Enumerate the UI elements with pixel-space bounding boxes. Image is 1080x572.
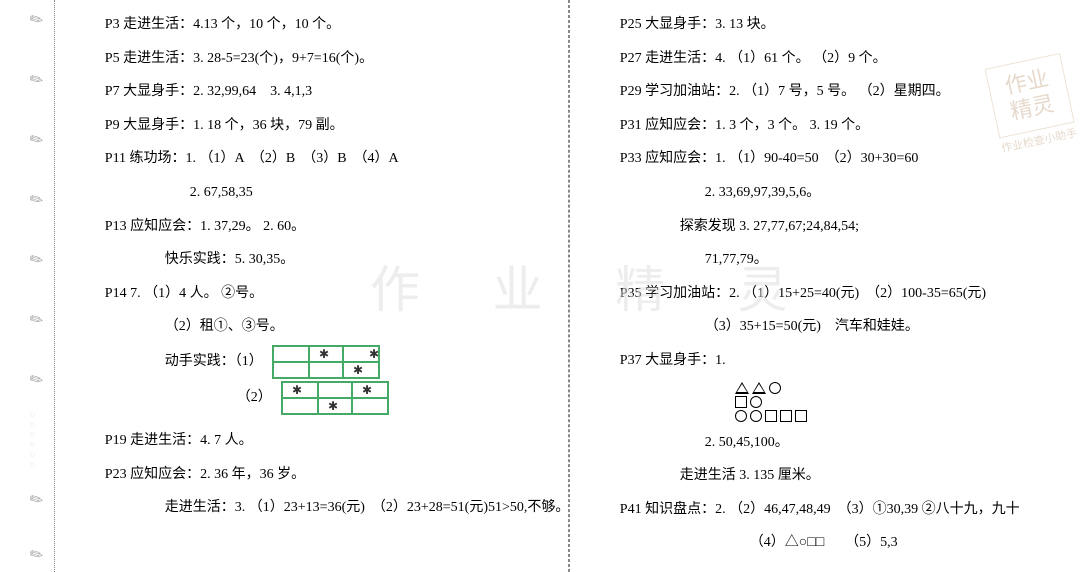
- left-margin-decoration: ✎ ✎ ✎ ✎ ✎ ✎ ✎ ◌ ◌ ◌ ◌ ◌ ◌ ✎ ✎: [0, 0, 55, 572]
- pencil-icon: ✎: [26, 188, 48, 212]
- square-icon: [765, 410, 777, 422]
- practice-row-1: 动手实践：（1） ✱ ✱ ✱: [105, 344, 548, 380]
- answer-line: P13 应知应会：1. 37,29。 2. 60。: [105, 210, 548, 244]
- answer-line: P11 练功场：1. （1）A （2）B （3）B （4）A: [105, 142, 548, 176]
- circle-icon: [750, 410, 762, 422]
- triangle-icon: [752, 382, 766, 394]
- answer-line: P25 大显身手：3. 13 块。: [620, 8, 1060, 42]
- answer-line: P7 大显身手：2. 32,99,64 3. 4,1,3: [105, 75, 548, 109]
- pencil-icon: ✎: [26, 248, 48, 272]
- svg-text:✱: ✱: [328, 399, 338, 413]
- answer-line: P3 走进生活：4.13 个，10 个，10 个。: [105, 8, 548, 42]
- svg-text:✱: ✱: [362, 383, 372, 397]
- answer-line: P19 走进生活：4. 7 人。: [105, 424, 548, 458]
- stamp-main-text: 作业精灵: [985, 53, 1075, 138]
- answer-line: P35 学习加油站：2. （1）15+25=40(元) （2）100-35=65…: [620, 277, 1060, 311]
- circle-icon: [735, 410, 747, 422]
- practice-label: 动手实践：（1）: [165, 345, 263, 379]
- answer-line: 走进生活：3. （1）23+13=36(元) （2）23+28=51(元)51>…: [105, 491, 548, 525]
- circle-icon: [750, 396, 762, 408]
- matchstick-figure-icon: ✱ ✱ ✱: [271, 344, 381, 380]
- answer-line: P23 应知应会：2. 36 年，36 岁。: [105, 458, 548, 492]
- answer-line: 71,77,79。: [620, 243, 1060, 277]
- answer-line: P14 7. （1）4 人。 ②号。: [105, 277, 548, 311]
- practice-label: （2）: [237, 381, 272, 415]
- answer-line: 2. 67,58,35: [105, 176, 548, 210]
- ring-icon: ◌: [30, 460, 35, 469]
- svg-text:✱: ✱: [353, 363, 363, 377]
- answer-line: P5 走进生活：3. 28-5=23(个)，9+7=16(个)。: [105, 42, 548, 76]
- answer-line: P37 大显身手：1.: [620, 344, 1060, 378]
- pencil-icon: ✎: [26, 68, 48, 92]
- answer-line: 探索发现 3. 27,77,67;24,84,54;: [620, 210, 1060, 244]
- left-column: P3 走进生活：4.13 个，10 个，10 个。 P5 走进生活：3. 28-…: [55, 0, 568, 572]
- ring-icon: ◌: [30, 420, 35, 429]
- pencil-icon: ✎: [26, 543, 48, 567]
- shape-row: [735, 410, 1060, 422]
- pencil-icon: ✎: [26, 368, 48, 392]
- shape-row: [735, 396, 1060, 408]
- practice-row-2: （2） ✱ ✱ ✱: [105, 380, 548, 416]
- triangle-icon: [735, 382, 749, 394]
- shapes-answer-block: [620, 382, 1060, 422]
- square-icon: [780, 410, 792, 422]
- answer-line: P41 知识盘点：2. （2）46,47,48,49 （3）①30,39 ②八十…: [620, 493, 1060, 527]
- ring-icon: ◌: [30, 440, 35, 449]
- pencil-icon: ✎: [26, 8, 48, 32]
- answer-line: 快乐实践：5. 30,35。: [105, 243, 548, 277]
- shape-row: [735, 382, 1060, 394]
- square-icon: [795, 410, 807, 422]
- ring-icon: ◌: [30, 450, 35, 459]
- answer-line: 2. 33,69,97,39,5,6。: [620, 176, 1060, 210]
- svg-text:✱: ✱: [292, 383, 302, 397]
- page-container: ✎ ✎ ✎ ✎ ✎ ✎ ✎ ◌ ◌ ◌ ◌ ◌ ◌ ✎ ✎ P3 走进生活：4.…: [0, 0, 1080, 572]
- answer-line: P33 应知应会：1. （1）90-40=50 （2）30+30=60: [620, 142, 1060, 176]
- answer-line: 2. 50,45,100。: [620, 426, 1060, 460]
- square-icon: [735, 396, 747, 408]
- answer-line: （4）△○□□ （5）5,3: [620, 526, 1060, 560]
- ring-icon: ◌: [30, 410, 35, 419]
- pencil-icon: ✎: [26, 128, 48, 152]
- answer-line: （2）租①、③号。: [105, 310, 548, 344]
- svg-text:✱: ✱: [319, 347, 329, 361]
- pencil-icon: ✎: [26, 308, 48, 332]
- answer-line: （3）35+15=50(元) 汽车和娃娃。: [620, 310, 1060, 344]
- answer-line: 走进生活 3. 135 厘米。: [620, 459, 1060, 493]
- pencil-icon: ✎: [26, 488, 48, 512]
- matchstick-figure-icon: ✱ ✱ ✱: [280, 380, 390, 416]
- answer-line: P9 大显身手：1. 18 个，36 块，79 副。: [105, 109, 548, 143]
- ring-icon: ◌: [30, 430, 35, 439]
- circle-icon: [769, 382, 781, 394]
- svg-text:✱: ✱: [369, 347, 379, 361]
